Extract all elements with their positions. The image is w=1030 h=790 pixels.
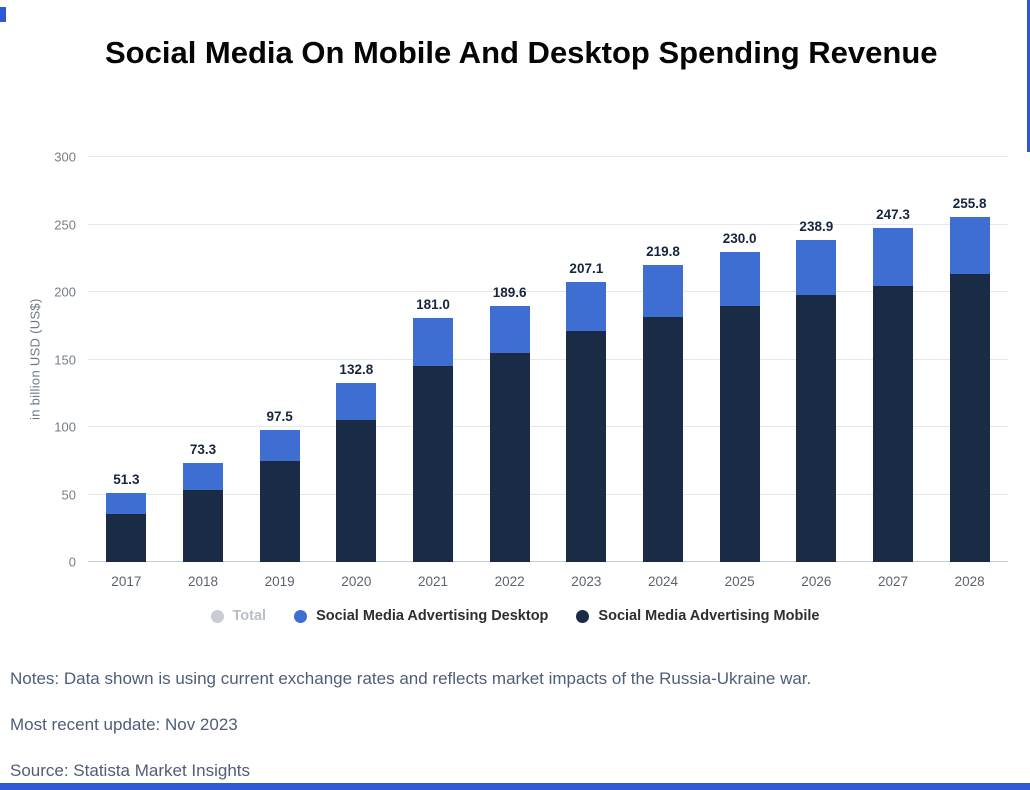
- bar-value-label: 238.9: [799, 218, 834, 234]
- bar-value-label: 189.6: [492, 285, 527, 301]
- bar-value-label: 97.5: [266, 409, 293, 425]
- bar-value-label: 181.0: [416, 296, 450, 312]
- bar-value-label: 51.3: [113, 471, 140, 487]
- page-edge-accent-top-left: [0, 7, 6, 22]
- bar-segment-desktop[interactable]: [566, 282, 607, 332]
- bar-segment-mobile[interactable]: [566, 331, 607, 562]
- bar-segment-desktop[interactable]: [796, 239, 837, 296]
- bar-segment-mobile[interactable]: [413, 365, 453, 562]
- bar-value-label: 247.3: [876, 207, 910, 223]
- stacked-bar-2017[interactable]: [106, 492, 147, 562]
- stacked-bar-2027[interactable]: [873, 228, 913, 562]
- y-tick-label: 0: [68, 554, 76, 570]
- stacked-bar-2021[interactable]: [413, 317, 453, 562]
- gridline: [88, 291, 1008, 293]
- legend-label: Social Media Advertising Mobile: [598, 608, 820, 624]
- bar-value-label: 255.8: [952, 195, 987, 211]
- bar-value-label: 207.1: [569, 261, 604, 277]
- bar-segment-desktop[interactable]: [336, 382, 377, 421]
- bar-value-label: 73.3: [189, 442, 217, 458]
- y-tick-label: 50: [61, 487, 76, 503]
- gridline: [88, 156, 1008, 157]
- legend-item-social-media-advertising-desktop[interactable]: Social Media Advertising Desktop: [294, 608, 548, 624]
- x-axis-label: 2018: [187, 574, 219, 589]
- bar-segment-mobile[interactable]: [949, 274, 990, 562]
- y-tick-label: 200: [54, 284, 76, 300]
- bar-segment-mobile[interactable]: [489, 352, 530, 562]
- stacked-bar-2025[interactable]: [719, 251, 760, 562]
- x-axis-label: 2021: [417, 574, 449, 589]
- x-axis-baseline: [88, 561, 1008, 562]
- legend-dot-social-media-advertising-desktop: [294, 609, 308, 623]
- x-axis-label: 2028: [954, 574, 985, 589]
- x-axis-label: 2019: [264, 574, 295, 589]
- x-axis-label: 2023: [571, 574, 602, 589]
- x-axis-label: 2022: [494, 574, 525, 589]
- bar-segment-desktop[interactable]: [643, 265, 683, 317]
- gridline: [88, 358, 1008, 360]
- y-axis-label: in billion USD (US$): [27, 298, 43, 421]
- updated-text: Most recent update: Nov 2023: [10, 715, 238, 734]
- stacked-bar-2026[interactable]: [796, 239, 837, 563]
- stacked-bar-2018[interactable]: [183, 463, 223, 562]
- x-axis-label: 2024: [647, 574, 679, 589]
- legend-dot-social-media-advertising-mobile: [576, 609, 590, 623]
- stacked-bar-2020[interactable]: [336, 382, 377, 562]
- x-axis-label: 2027: [877, 574, 909, 589]
- bar-segment-mobile[interactable]: [259, 461, 300, 562]
- x-axis-label: 2026: [801, 574, 832, 589]
- y-tick-label: 250: [54, 217, 76, 232]
- stacked-bar-2019[interactable]: [259, 430, 300, 562]
- bar-segment-mobile[interactable]: [183, 489, 223, 562]
- plot-area: 0 50 100 150 200 250 300 51.3 2017 73.3 2018 97.5 20…: [54, 150, 1008, 589]
- page-edge-accent-right: [1027, 0, 1030, 152]
- chart-footer: Notes: Data shown is using current excha…: [10, 669, 1010, 790]
- bar-segment-mobile[interactable]: [643, 316, 683, 562]
- legend-label: Social Media Advertising Desktop: [316, 608, 549, 624]
- gridline: [88, 493, 1008, 495]
- bar-segment-mobile[interactable]: [106, 514, 147, 562]
- bar-segment-desktop[interactable]: [949, 216, 990, 275]
- stacked-bar-2024[interactable]: [643, 265, 683, 562]
- x-axis-label: 2025: [724, 574, 755, 589]
- bar-segment-desktop[interactable]: [413, 317, 453, 366]
- bar-value-label: 230.0: [722, 230, 757, 246]
- legend-dot-total: [210, 609, 224, 623]
- x-axis-label: 2017: [111, 574, 142, 589]
- notes-text: Notes: Data shown is using current excha…: [10, 669, 812, 688]
- chart-title: Social Media On Mobile And Desktop Spend…: [105, 35, 938, 70]
- chart-legend: Total Social Media Advertising Desktop Soc…: [0, 608, 1030, 624]
- x-axis-label: 2020: [341, 574, 372, 589]
- bar-segment-mobile[interactable]: [336, 420, 377, 562]
- legend-item-total[interactable]: Total: [210, 608, 267, 624]
- y-tick-label: 150: [54, 352, 76, 367]
- legend-label: Total: [232, 608, 267, 624]
- bar-segment-desktop[interactable]: [106, 492, 147, 515]
- y-tick-label: 300: [54, 149, 76, 165]
- bar-segment-desktop[interactable]: [873, 228, 913, 286]
- bar-value-label: 219.8: [646, 244, 680, 260]
- bar-segment-mobile[interactable]: [719, 305, 760, 562]
- stacked-bar-2022[interactable]: [489, 306, 530, 562]
- bar-segment-desktop[interactable]: [719, 251, 760, 306]
- y-tick-label: 100: [54, 419, 76, 435]
- legend-item-social-media-advertising-mobile[interactable]: Social Media Advertising Mobile: [576, 608, 819, 624]
- stacked-bar-2023[interactable]: [566, 282, 607, 562]
- bar-segment-desktop[interactable]: [259, 430, 300, 462]
- page-edge-accent-bottom: [0, 783, 1030, 790]
- bar-segment-mobile[interactable]: [873, 285, 913, 562]
- stacked-bar-2028[interactable]: [949, 216, 990, 562]
- gridline: [88, 223, 1008, 225]
- bar-segment-desktop[interactable]: [489, 306, 530, 353]
- source-text: Source: Statista Market Insights: [10, 761, 250, 780]
- bar-segment-mobile[interactable]: [796, 295, 837, 562]
- bar-value-label: 132.8: [339, 361, 374, 377]
- gridline: [88, 426, 1008, 428]
- bar-segment-desktop[interactable]: [183, 463, 223, 490]
